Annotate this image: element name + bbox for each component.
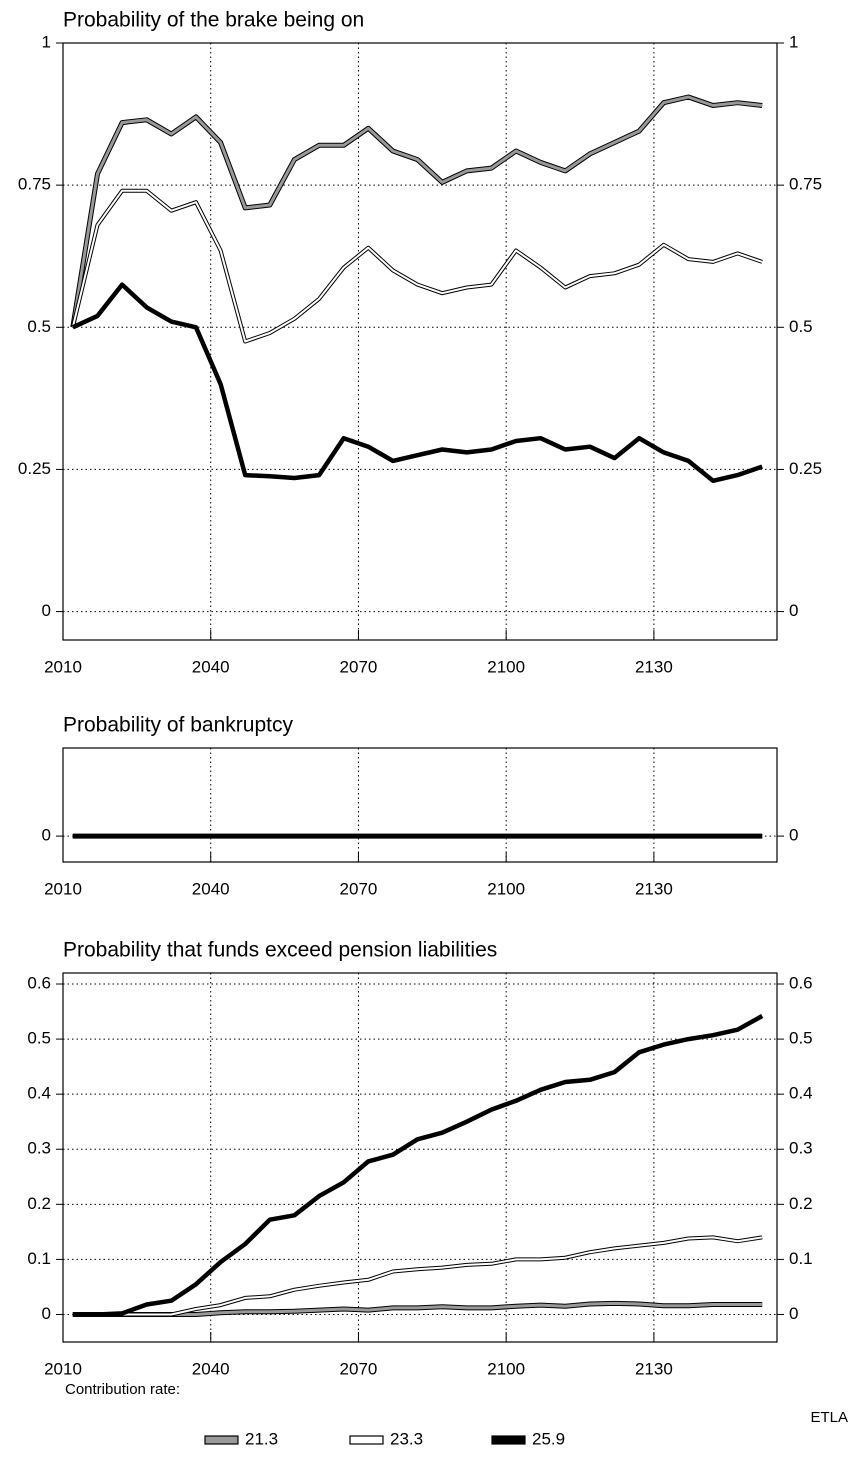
plot-frame [62,42,778,641]
y2-tick-label: 0 [789,601,798,620]
y-tick-label: 0.6 [27,973,51,992]
chart-title: Probability that funds exceed pension li… [63,939,497,962]
x-tick-label: 2070 [340,657,378,676]
y2-tick-label: 0 [789,826,798,845]
x-tick-label: 2010 [44,1359,82,1378]
line-outline [71,282,763,484]
x-tick-label: 2040 [192,1359,230,1378]
x-tick-label: 2130 [635,1359,673,1378]
plot-frame [62,747,778,863]
legend-swatch [491,1435,526,1445]
x-tick-label: 2040 [192,657,230,676]
y2-tick-label: 0.6 [789,973,813,992]
legend-swatch [204,1435,239,1445]
y2-tick-label: 0.75 [789,175,822,194]
x-tick-label: 2010 [44,657,82,676]
source: ETLA [810,1409,848,1426]
y-tick-label: 0 [42,601,51,620]
chart-title: Probability of the brake being on [63,9,364,32]
legend-label: 23.3 [390,1429,423,1448]
line-outline [72,1014,764,1317]
x-tick-label: 2010 [44,879,82,898]
y-tick-label: 0 [42,1304,51,1323]
x-tick-label: 2070 [340,1359,378,1378]
legend-swatch [349,1435,384,1445]
y2-tick-label: 0.2 [789,1194,813,1213]
x-tick-label: 2100 [487,1359,525,1378]
line [72,1301,763,1316]
y-tick-label: 1 [42,32,51,51]
line [72,1236,763,1316]
line-outline [70,188,763,344]
legend-label: 21.3 [245,1429,278,1448]
line [71,189,763,343]
x-tick-label: 2040 [192,879,230,898]
plot-frame [62,972,778,1343]
legend-title: Contribution rate: [65,1381,180,1398]
chart-title: Probability of bankruptcy [63,714,293,737]
y2-tick-label: 0.1 [789,1249,813,1268]
x-tick-label: 2070 [340,879,378,898]
y-tick-label: 0.5 [27,1029,51,1048]
y2-tick-label: 0.4 [789,1084,813,1103]
y-tick-label: 0 [42,826,51,845]
x-tick-label: 2130 [635,657,673,676]
x-tick-label: 2100 [487,879,525,898]
x-tick-label: 2100 [487,657,525,676]
legend-label: 25.9 [532,1429,565,1448]
y-tick-label: 0.1 [27,1249,51,1268]
y2-tick-label: 0.5 [789,1029,813,1048]
y-tick-label: 0.25 [18,459,51,478]
y2-tick-label: 0.5 [789,317,813,336]
y-tick-label: 0.4 [27,1084,51,1103]
line [71,95,763,328]
y2-tick-label: 0.25 [789,459,822,478]
y-tick-label: 0.2 [27,1194,51,1213]
y-tick-label: 0.5 [27,317,51,336]
y2-tick-label: 1 [789,32,798,51]
y-tick-label: 0.3 [27,1139,51,1158]
y2-tick-label: 0 [789,1304,798,1323]
x-tick-label: 2130 [635,879,673,898]
y-tick-label: 0.75 [18,175,51,194]
y2-tick-label: 0.3 [789,1139,813,1158]
